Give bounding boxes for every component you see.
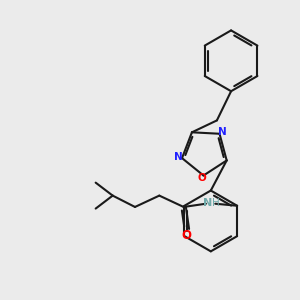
Text: N: N xyxy=(218,127,227,137)
Text: O: O xyxy=(197,173,206,183)
Text: O: O xyxy=(182,229,192,242)
Text: N: N xyxy=(174,152,183,162)
Text: N: N xyxy=(203,198,213,208)
Text: H: H xyxy=(212,198,220,208)
